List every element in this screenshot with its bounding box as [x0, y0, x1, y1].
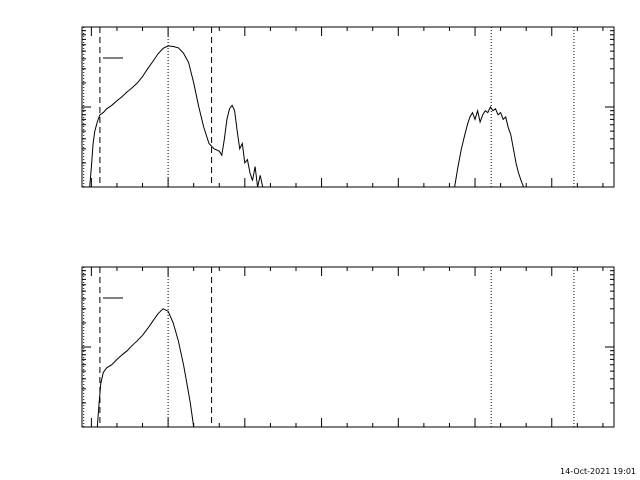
plot-frame	[81, 26, 615, 188]
chart-panel-hi	[81, 266, 615, 428]
series-line	[454, 105, 525, 188]
plot-frame	[81, 266, 615, 428]
timestamp-label: 14-Oct-2021 19:01	[560, 467, 636, 476]
series-line	[96, 308, 195, 428]
chart-panel-lo	[81, 26, 615, 188]
series-line	[89, 45, 264, 188]
